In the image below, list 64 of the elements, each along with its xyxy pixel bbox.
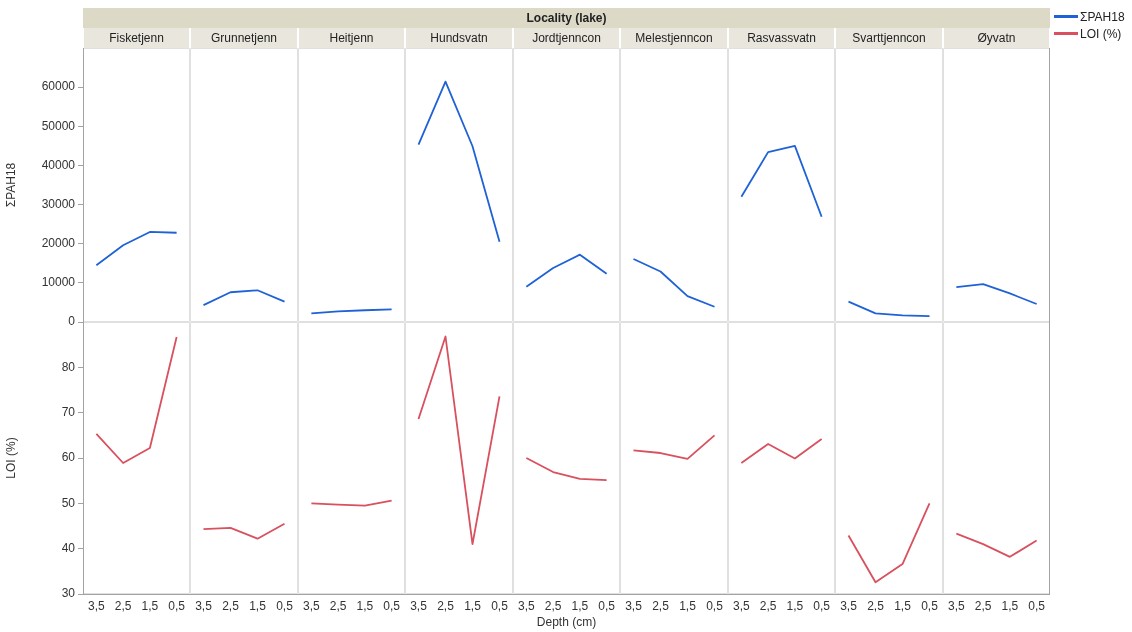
x-axis-title: Depth (cm) [536,615,597,630]
x-tick-label: 2,5 [544,598,562,613]
chart-title: Grunnetjenn [190,28,298,48]
y-tick-label: 20000 [41,236,76,251]
x-tick-label: 1,5 [141,598,159,613]
x-tick-label: 0,5 [598,598,616,613]
y-tick-label: 50000 [41,118,76,133]
y-tick-label: 40 [61,540,76,555]
y-axis-title: LOI (%) [3,437,18,479]
x-tick-label: 0,5 [706,598,724,613]
chart-title: Heitjenn [298,28,405,48]
x-tick-label: 0,5 [813,598,831,613]
x-tick-label: 3,5 [625,598,643,613]
text: Locality (lake) [526,11,607,25]
x-tick-label: 0,5 [1028,598,1046,613]
x-tick-label: 0,5 [168,598,186,613]
x-tick-label: 2,5 [222,598,240,613]
x-tick-label: 1,5 [786,598,804,613]
x-tick-label: 2,5 [114,598,132,613]
y-tick-label: 40000 [41,157,76,172]
x-tick-label: 2,5 [437,598,455,613]
y-tick-label: 10000 [41,275,76,290]
x-tick-label: 0,5 [491,598,509,613]
x-tick-label: 2,5 [759,598,777,613]
chart-title: Melestjenncon [620,28,728,48]
legend-label: ΣPAH18 [1080,9,1125,24]
y-tick-label: 70 [61,404,76,419]
x-tick-label: 1,5 [464,598,482,613]
x-tick-label: 3,5 [410,598,428,613]
x-tick-label: 2,5 [329,598,347,613]
x-tick-label: 3,5 [195,598,213,613]
x-tick-label: 3,5 [840,598,858,613]
x-tick-label: 1,5 [571,598,589,613]
y-tick-label: 30 [61,586,76,601]
y-tick-label: 50 [61,495,76,510]
y-tick-label: 60 [61,450,76,465]
x-tick-label: 1,5 [679,598,697,613]
x-tick-label: 2,5 [652,598,670,613]
x-tick-label: 1,5 [1001,598,1019,613]
x-tick-label: 2,5 [867,598,885,613]
y-axis-title: ΣPAH18 [3,162,18,208]
x-tick-label: 3,5 [948,598,966,613]
x-tick-label: 1,5 [894,598,912,613]
x-tick-label: 0,5 [383,598,401,613]
x-tick-label: 1,5 [356,598,374,613]
y-tick-label: 80 [61,359,76,374]
x-tick-label: 3,5 [88,598,106,613]
chart-title: Fisketjenn [83,28,190,48]
chart-title: Jordtjenncon [513,28,620,48]
y-tick-label: 0 [68,314,76,329]
x-tick-label: 1,5 [249,598,267,613]
x-tick-label: 0,5 [921,598,939,613]
chart-title: Hundsvatn [405,28,513,48]
y-tick-label: 60000 [41,79,76,94]
y-tick-label: 30000 [41,196,76,211]
x-tick-label: 2,5 [974,598,992,613]
chart-title: Svarttjenncon [835,28,943,48]
chart-title: Øyvatn [943,28,1050,48]
x-tick-label: 3,5 [518,598,536,613]
x-tick-label: 3,5 [733,598,751,613]
x-tick-label: 3,5 [303,598,321,613]
chart-title: Rasvassvatn [728,28,835,48]
x-tick-label: 0,5 [276,598,294,613]
legend-label: LOI (%) [1080,26,1122,41]
